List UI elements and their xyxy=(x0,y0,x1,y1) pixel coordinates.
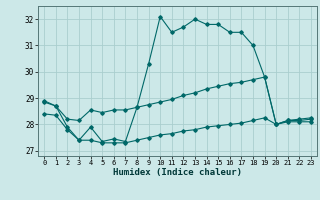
X-axis label: Humidex (Indice chaleur): Humidex (Indice chaleur) xyxy=(113,168,242,177)
